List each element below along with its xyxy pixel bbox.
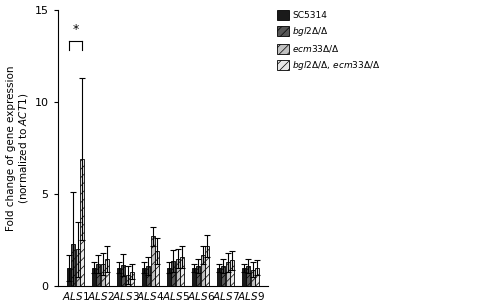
Text: *: * [72,23,78,36]
Bar [72,244,76,286]
Bar [100,264,104,286]
Bar [196,266,200,286]
Y-axis label: Fold change of gene expression
(normalized to $\it{ACT1}$): Fold change of gene expression (normaliz… [6,65,30,231]
Bar [217,268,221,286]
Bar [192,268,196,286]
Bar [242,268,246,286]
Bar [130,272,134,286]
Bar [205,246,209,286]
Bar [172,261,175,286]
Bar [146,266,150,286]
Bar [142,268,146,286]
Bar [76,249,80,286]
Bar [92,268,96,286]
Bar [150,237,154,286]
Bar [250,270,254,286]
Legend: SC5314, $\it{bgl2}$Δ/Δ, $\it{ecm33}$Δ/Δ, $\it{bgl2}$Δ/Δ, $\it{ecm33}$Δ/Δ: SC5314, $\it{bgl2}$Δ/Δ, $\it{ecm33}$Δ/Δ,… [275,9,382,74]
Bar [176,259,180,286]
Bar [67,268,71,286]
Bar [122,265,126,286]
Bar [126,275,130,286]
Bar [255,268,259,286]
Bar [96,264,100,286]
Bar [180,257,184,286]
Bar [246,266,250,286]
Bar [105,259,109,286]
Bar [230,261,234,286]
Bar [117,268,121,286]
Bar [167,268,171,286]
Bar [226,262,230,286]
Bar [222,266,226,286]
Bar [80,159,84,286]
Bar [155,251,159,286]
Bar [200,255,204,286]
